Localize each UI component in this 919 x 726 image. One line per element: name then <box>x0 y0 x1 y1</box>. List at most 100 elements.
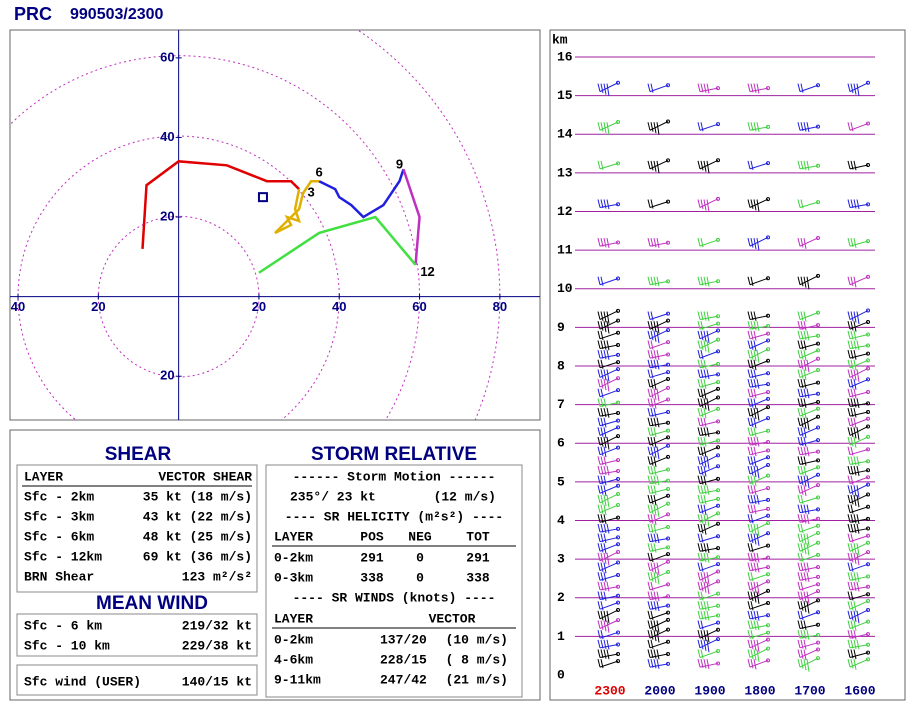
barb-flag <box>697 436 701 446</box>
barb-flag <box>800 533 804 544</box>
barb-flag <box>703 340 707 352</box>
barb-flag <box>647 610 651 619</box>
barb-dot <box>866 332 870 337</box>
barb-dot <box>866 533 870 538</box>
barb-flag <box>697 388 701 397</box>
barb-dot <box>766 276 770 281</box>
barb-flag <box>600 199 604 209</box>
barb-flag <box>797 659 801 668</box>
barb-flag <box>756 639 760 653</box>
barb-flag <box>856 83 860 97</box>
barb-dot <box>616 308 620 313</box>
barb-flag <box>747 311 751 320</box>
barb-flag <box>650 591 654 601</box>
barb-flag <box>850 475 854 485</box>
barb-flag <box>800 238 804 248</box>
barb-dot <box>616 491 620 496</box>
barb-flag <box>747 523 751 533</box>
barb-flag <box>747 369 751 378</box>
barb-flag <box>706 311 710 322</box>
barb-flag <box>856 581 860 592</box>
barb-flag <box>650 456 654 466</box>
barb-flag <box>853 199 857 209</box>
barb-flag <box>750 350 754 360</box>
barb-flag <box>797 533 801 542</box>
barb-flag <box>850 160 854 170</box>
label: 35 kt (18 m/s) <box>143 489 252 504</box>
barb-staff <box>749 348 769 359</box>
barb-flag <box>850 543 854 553</box>
barb-flag <box>603 311 607 323</box>
barb-flag <box>706 514 710 527</box>
barb-flag <box>747 359 751 368</box>
barb-flag <box>700 427 704 437</box>
barb-dot <box>666 536 670 541</box>
x-tick-label: 60 <box>412 299 426 314</box>
barb-flag <box>753 330 757 341</box>
x-tick-label: 80 <box>493 299 507 314</box>
barb-dot <box>816 83 820 88</box>
barb-dot <box>816 341 820 346</box>
barb-flag <box>600 238 604 247</box>
barb-flag <box>703 465 707 477</box>
barb-dot <box>766 531 770 536</box>
barb-flag <box>853 398 857 408</box>
barb-flag <box>797 388 801 397</box>
barb-flag <box>803 359 807 371</box>
barb-flag <box>650 610 654 620</box>
barb-dot <box>716 419 720 424</box>
barb-staff <box>599 320 619 330</box>
barb-dot <box>766 382 770 387</box>
barb-flag <box>750 543 754 553</box>
barb-dot <box>816 449 820 454</box>
barb-flag <box>597 456 601 465</box>
barb-dot <box>716 380 720 385</box>
barb-flag <box>797 311 801 320</box>
barb-flag <box>853 388 857 399</box>
barb-staff <box>649 629 669 639</box>
label: (10 m/s) <box>446 632 508 647</box>
barb-flag <box>697 543 701 552</box>
barb-flag <box>747 533 751 542</box>
label: Sfc - 10 km <box>24 638 110 653</box>
barb-dot <box>616 80 620 85</box>
barb-staff <box>599 493 619 504</box>
barb-flag <box>650 321 654 331</box>
barb-dot <box>616 503 620 508</box>
barb-dot <box>866 482 870 487</box>
barb-flag <box>700 630 704 640</box>
label: VECTOR <box>429 611 476 626</box>
barb-dot <box>866 607 870 612</box>
barb-flag <box>847 330 851 339</box>
barb-flag <box>706 456 710 469</box>
barb-dot <box>866 389 870 394</box>
barb-flag <box>847 350 851 359</box>
height-label: 3 <box>557 552 565 567</box>
barb-flag <box>800 330 804 340</box>
barb-flag <box>856 199 860 210</box>
barb-flag <box>603 485 607 496</box>
label: Sfc wind (USER) <box>24 674 141 689</box>
barb-flag <box>653 572 657 584</box>
barb-flag <box>653 601 657 611</box>
barb-flag <box>700 533 704 543</box>
barb-flag <box>747 494 751 504</box>
barb-flag <box>597 649 601 658</box>
barb-flag <box>703 199 707 211</box>
barb-dot <box>766 86 770 91</box>
barb-flag <box>700 369 704 379</box>
barb-dot <box>716 591 720 596</box>
barb-dot <box>716 395 720 400</box>
barb-flag <box>800 359 804 370</box>
barb-flag <box>706 572 710 585</box>
x-tick-label: 20 <box>252 299 266 314</box>
barb-flag <box>603 649 607 659</box>
barb-dot <box>716 438 720 443</box>
barb-flag <box>656 446 660 460</box>
barb-flag <box>600 276 604 286</box>
barb-dot <box>616 659 620 664</box>
barb-flag <box>853 485 857 497</box>
barb-flag <box>753 639 757 651</box>
barb-flag <box>603 504 607 516</box>
barb-flag <box>747 427 751 436</box>
